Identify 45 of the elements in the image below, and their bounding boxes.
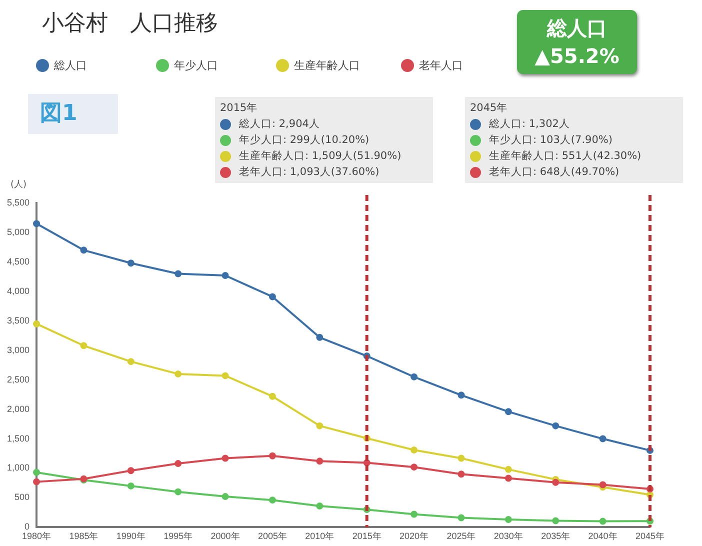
y-tick-label: 500 — [14, 492, 30, 502]
x-tick-label: 2015年 — [352, 531, 382, 542]
legend-label: 年少人口 — [173, 58, 219, 73]
y-tick-label: 3,000 — [6, 344, 30, 355]
y-tick-label: 5,500 — [6, 197, 30, 208]
text: 年少人口: 299人(10.20%) — [238, 133, 370, 148]
text: 総人口 — [546, 15, 608, 42]
x-tick-label: 2025年 — [446, 531, 476, 542]
x-tick-label: 2040年 — [588, 531, 618, 542]
text: 老年人口: 1,093人(37.60%) — [238, 165, 380, 180]
y-tick-label: 0 — [24, 522, 30, 532]
text: 年少人口: 103人(7.90%) — [488, 133, 614, 148]
y-tick-label: 2,000 — [6, 404, 30, 414]
text: 生産年齢人口: 1,509人(51.90%) — [238, 149, 402, 164]
text: 生産年齢人口: 551人(42.30%) — [488, 149, 642, 164]
text: 2045年 — [470, 101, 509, 116]
x-tick-label: 2045年 — [635, 531, 665, 542]
x-tick-label: 1980年 — [22, 531, 52, 542]
y-tick-label: 4,500 — [6, 256, 30, 266]
text: 2015年 — [220, 101, 259, 116]
x-tick-label: 1995年 — [164, 531, 193, 542]
x-tick-label: 2005年 — [258, 531, 287, 542]
legend-label: 老年人口 — [418, 58, 464, 73]
text: 総人口: 2,904人 — [238, 117, 321, 132]
chart-title: 小谷村 人口推移 — [42, 10, 218, 38]
legend-label: 総人口 — [53, 58, 88, 73]
text: 総人口: 1,302人 — [488, 117, 571, 132]
y-tick-label: 1,000 — [6, 462, 30, 473]
y-tick-label: 5,000 — [6, 226, 30, 237]
x-tick-label: 2000年 — [210, 531, 240, 542]
y-tick-label: 1,500 — [6, 433, 30, 444]
y-axis-title: (人) — [10, 179, 27, 190]
text: ▲55.2% — [534, 43, 620, 70]
x-tick-label: 1985年 — [69, 531, 98, 542]
y-tick-label: 2,500 — [6, 374, 30, 384]
legend-label: 生産年齢人口 — [293, 58, 361, 73]
x-tick-label: 2035年 — [541, 531, 570, 542]
caption: 図1 — [28, 94, 118, 134]
y-tick-label: 4,000 — [6, 286, 30, 296]
x-tick-label: 2030年 — [494, 531, 523, 542]
text: 老年人口: 648人(49.70%) — [488, 165, 620, 180]
y-tick-label: 3,500 — [6, 315, 30, 326]
x-tick-label: 2020年 — [400, 531, 429, 542]
x-tick-label: 1990年 — [116, 531, 146, 542]
x-tick-label: 2010年 — [305, 531, 334, 542]
